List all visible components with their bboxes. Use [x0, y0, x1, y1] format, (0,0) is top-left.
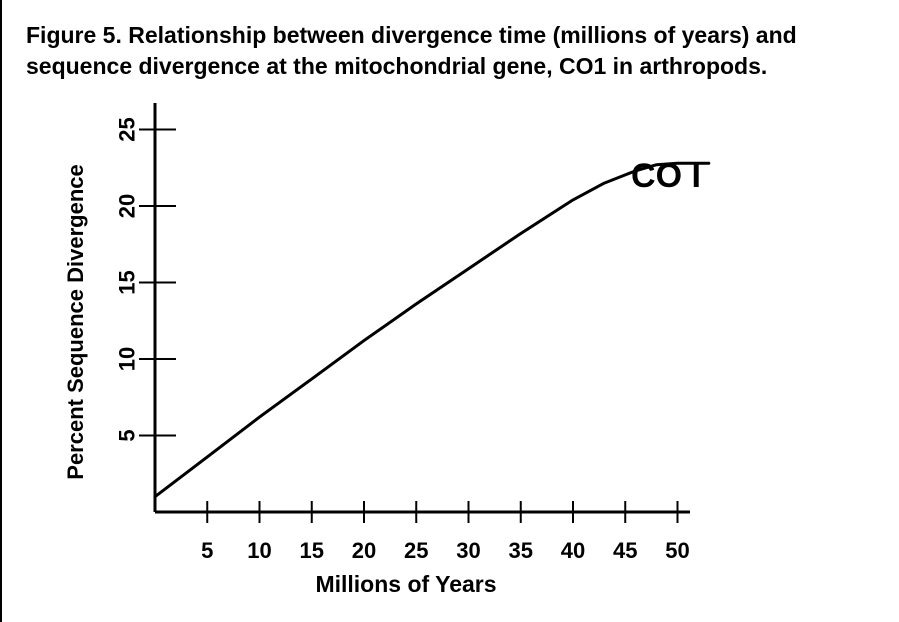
y-tick-label: 20	[115, 194, 140, 218]
x-axis-label: Millions of Years	[315, 571, 496, 597]
x-tick-label: 30	[456, 538, 480, 563]
x-tick-label: 5	[201, 538, 213, 563]
x-tick-label: 35	[509, 538, 533, 563]
series-label: CO I	[631, 157, 701, 195]
x-tick-label: 50	[665, 538, 689, 563]
x-tick-label: 45	[613, 538, 637, 563]
x-tick-label: 25	[404, 538, 428, 563]
y-tick-label: 10	[115, 347, 140, 371]
x-tick-label: 15	[300, 538, 324, 563]
x-tick-label: 40	[561, 538, 585, 563]
y-tick-label: 25	[115, 117, 140, 141]
y-axis-label: Percent Sequence Divergence	[63, 164, 88, 479]
y-tick-label: 15	[115, 270, 140, 294]
y-tick-label: 5	[115, 429, 140, 441]
x-tick-label: 10	[247, 538, 271, 563]
chart-title: Figure 5. Relationship between divergenc…	[26, 22, 797, 79]
x-tick-label: 20	[352, 538, 376, 563]
series-line	[153, 161, 711, 499]
